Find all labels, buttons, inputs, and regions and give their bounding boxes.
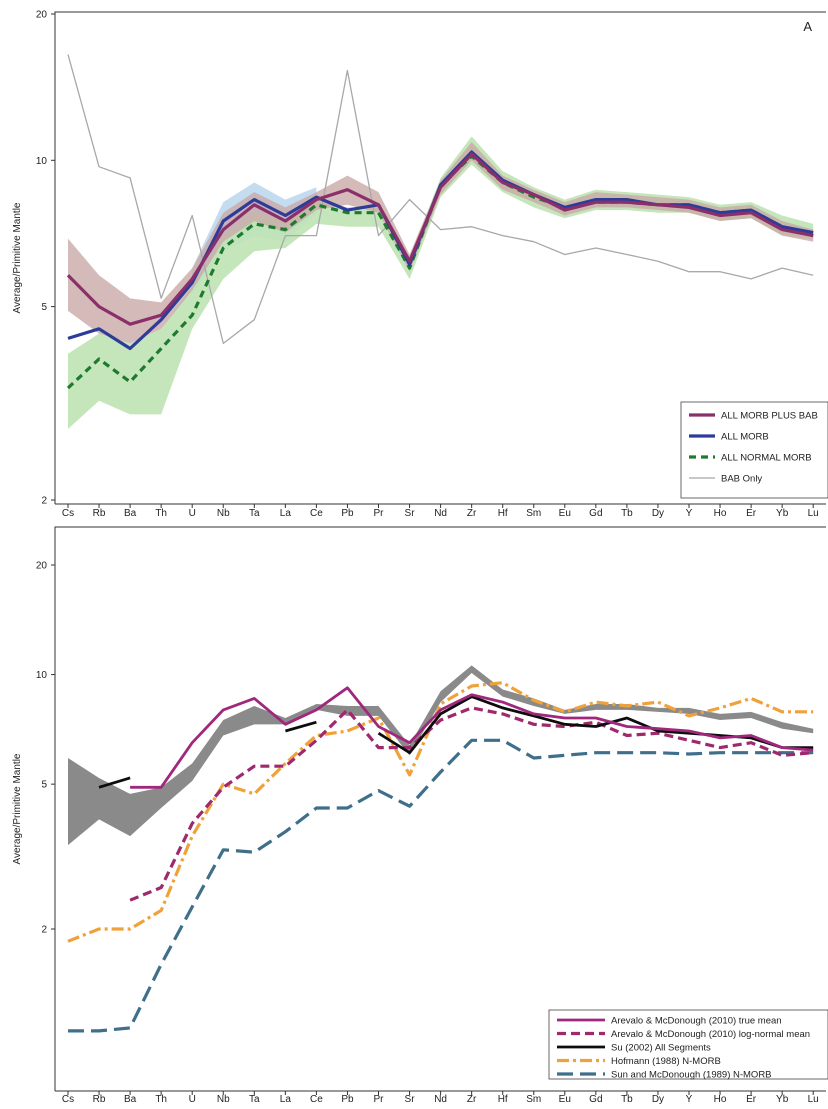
y-tick-label: 5 <box>41 302 47 313</box>
x-tick-label-ba: Ba <box>124 1094 137 1105</box>
series-line-all-normal-morb <box>66 154 814 390</box>
x-tick-label-ce: Ce <box>310 1094 323 1105</box>
series-line-bab-only <box>67 54 814 345</box>
x-tick-label-y: Y <box>686 1094 693 1105</box>
legend-label-all-morb: ALL MORB <box>721 431 769 442</box>
range-band-1 <box>68 136 814 429</box>
range-band-0 <box>68 665 814 846</box>
x-tick-label-cs: Cs <box>62 508 74 519</box>
plot-frame <box>54 11 826 504</box>
x-tick-label-eu: Eu <box>559 508 571 519</box>
series-line-all-morb-plus-bab <box>66 152 814 326</box>
x-tick-label-er: Er <box>746 508 757 519</box>
x-tick-label-gd: Gd <box>589 1094 602 1105</box>
x-tick-label-sm: Sm <box>526 1094 541 1105</box>
legend-label-hofmann-1988-n-morb: Hofmann (1988) N-MORB <box>611 1056 721 1067</box>
series-line-su-2002-all-segments <box>98 695 814 789</box>
legend-label-arevalo-mcdonough-2010-log-normal-mean: Arevalo & McDonough (2010) log-normal me… <box>611 1029 810 1040</box>
x-tick-label-y: Y <box>686 508 693 519</box>
x-tick-label-nd: Nd <box>434 1094 447 1105</box>
x-tick-label-lu: Lu <box>808 508 819 519</box>
legend: Arevalo & McDonough (2010) true mean Arev… <box>548 1009 828 1080</box>
x-tick-label-dy: Dy <box>652 1094 664 1105</box>
legend-label-su-2002-all-segments: Su (2002) All Segments <box>611 1042 711 1053</box>
x-tick-label-ce: Ce <box>310 508 323 519</box>
series-line-all-morb <box>67 150 814 351</box>
x-tick-label-nb: Nb <box>217 1094 230 1105</box>
legend-label-sun-and-mcdonough-1989-n-morb: Sun and McDonough (1989) N-MORB <box>611 1069 772 1080</box>
y-tick-label: 5 <box>41 780 47 791</box>
plot-frame <box>54 526 826 1091</box>
x-tick-label-rb: Rb <box>93 508 106 519</box>
x-tick-label-dy: Dy <box>652 508 664 519</box>
x-tick-label-pb: Pb <box>341 1094 354 1105</box>
y-axis-label: Average/Primitive Mantle <box>12 753 23 864</box>
x-tick-label-yb: Yb <box>776 1094 789 1105</box>
panel-a: 2 5 10 20 Cs Rb Ba Th U Nb Ta La Ce Pb Pr Sr Nd Zr Hf Sm Eu G… <box>12 10 828 519</box>
range-band-2 <box>68 142 814 344</box>
legend-label-all-normal-morb: ALL NORMAL MORB <box>721 452 812 463</box>
x-tick-label-lu: Lu <box>808 1094 819 1105</box>
x-tick-label-pr: Pr <box>374 1094 385 1105</box>
legend-box <box>548 1009 828 1080</box>
x-tick-label-rb: Rb <box>93 1094 106 1105</box>
x-tick-label-zr: Zr <box>467 1094 477 1105</box>
y-tick-label: 2 <box>41 925 47 936</box>
x-tick-label-pr: Pr <box>374 508 385 519</box>
x-tick-label-ta: Ta <box>249 1094 260 1105</box>
x-tick-label-la: La <box>280 508 292 519</box>
x-tick-label-hf: Hf <box>498 1094 508 1105</box>
y-tick-label: 10 <box>36 156 48 167</box>
x-tick-label-eu: Eu <box>559 1094 571 1105</box>
x-tick-label-nb: Nb <box>217 508 230 519</box>
legend-label-arevalo-mcdonough-2010-true-mean: Arevalo & McDonough (2010) true mean <box>611 1015 782 1026</box>
x-tick-label-cs: Cs <box>62 1094 74 1105</box>
x-tick-label-tb: Tb <box>621 508 633 519</box>
x-tick-label-zr: Zr <box>467 508 477 519</box>
series-line-arevalo-mcdonough-2010-log-normal-mean <box>129 706 814 902</box>
x-tick-label-nd: Nd <box>434 508 447 519</box>
x-tick-label-sr: Sr <box>405 1094 416 1105</box>
y-tick-label: 10 <box>36 670 48 681</box>
x-tick-label-ho: Ho <box>714 1094 727 1105</box>
x-tick-label-pb: Pb <box>341 508 354 519</box>
x-tick-label-th: Th <box>155 1094 167 1105</box>
series-line-arevalo-mcdonough-2010-true-mean <box>130 686 814 789</box>
y-tick-label: 2 <box>41 496 47 507</box>
x-tick-label-u: U <box>189 508 196 519</box>
legend-label-bab-only: BAB Only <box>721 473 762 484</box>
panel-b: 2 5 10 20 Cs Rb Ba Th U Nb Ta La Ce Pb Pr Sr Nd Zr Hf Sm Eu G… <box>12 526 828 1105</box>
x-tick-label-la: La <box>280 1094 292 1105</box>
panel-label: A <box>803 19 812 34</box>
series-line-sun-and-mcdonough-1989-n-morb <box>68 738 814 1033</box>
x-tick-label-gd: Gd <box>589 508 602 519</box>
plot-area <box>66 54 814 429</box>
x-tick-label-ba: Ba <box>124 508 137 519</box>
legend: ALL MORB PLUS BAB ALL MORB ALL NORMAL MORB… <box>680 401 828 499</box>
x-tick-label-sm: Sm <box>526 508 541 519</box>
x-tick-label-er: Er <box>746 1094 757 1105</box>
y-tick-label: 20 <box>36 561 48 572</box>
x-tick-label-th: Th <box>155 508 167 519</box>
legend-label-all-morb-plus-bab: ALL MORB PLUS BAB <box>721 410 818 421</box>
plot-area <box>67 665 814 1033</box>
x-tick-label-yb: Yb <box>776 508 789 519</box>
legend-box <box>680 401 828 499</box>
x-tick-label-hf: Hf <box>498 508 508 519</box>
x-tick-label-u: U <box>189 1094 196 1105</box>
x-tick-label-sr: Sr <box>405 508 416 519</box>
x-tick-label-ho: Ho <box>714 508 727 519</box>
series-line-hofmann-1988-n-morb <box>67 681 814 943</box>
y-axis-label: Average/Primitive Mantle <box>12 202 23 313</box>
y-tick-label: 20 <box>36 10 48 21</box>
x-tick-label-tb: Tb <box>621 1094 633 1105</box>
x-tick-label-ta: Ta <box>249 508 260 519</box>
